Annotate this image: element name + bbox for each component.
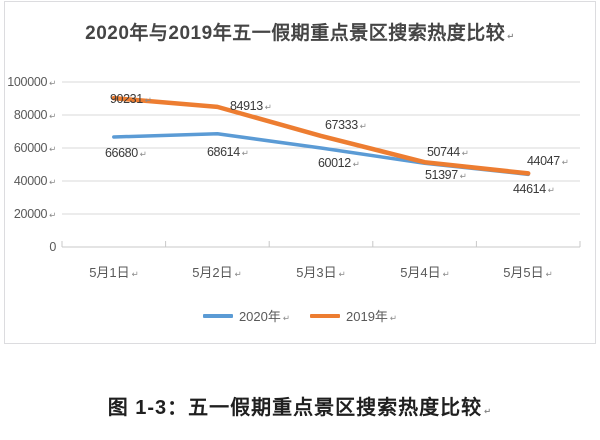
chart-title-text: 2020年与2019年五一假期重点景区搜索热度比较 (85, 23, 506, 44)
chart-title: 2020年与2019年五一假期重点景区搜索热度比较 ↵ (5, 18, 595, 45)
return-mark-icon: ↵ (389, 313, 398, 323)
y-tick-0: 0 (49, 240, 56, 254)
return-mark-icon: ↵ (352, 159, 360, 169)
data-label-2019-may3: 67333 ↵ (325, 118, 367, 132)
x-tick-may5: 5月5日 ↵ (503, 265, 553, 280)
return-mark-icon: ↵ (49, 78, 56, 88)
return-mark-icon: ↵ (484, 406, 493, 416)
data-label-2019-may5: 44614 ↵ (513, 182, 555, 196)
x-tick-may1: 5月1日 ↵ (89, 265, 139, 280)
return-mark-icon: ↵ (561, 157, 569, 167)
return-mark-icon: ↵ (264, 102, 272, 112)
return-mark-icon: ↵ (49, 111, 56, 121)
return-mark-icon: ↵ (49, 210, 56, 220)
return-mark-icon: ↵ (234, 269, 242, 279)
return-mark-icon: ↵ (547, 185, 555, 195)
return-mark-icon: ↵ (282, 313, 290, 323)
return-mark-icon: ↵ (49, 177, 56, 187)
return-mark-icon: ↵ (442, 269, 450, 279)
return-mark-icon: ↵ (507, 31, 515, 41)
y-tick-40000: 40000 ↵ (13, 174, 56, 188)
legend-label-2020: 2020年 ↵ (238, 309, 290, 324)
data-label-2020-may2: 68614 ↵ (207, 145, 249, 159)
x-tick-may3: 5月3日 ↵ (296, 265, 346, 280)
legend: 2020年 ↵ 2019年 ↵ (5, 306, 595, 325)
y-tick-20000: 20000 ↵ (13, 207, 56, 221)
figure-caption: 图 1-3：五一假期重点景区搜索热度比较 ↵ (0, 391, 600, 420)
return-mark-icon: ↵ (545, 269, 553, 279)
legend-label-2019: 2019年 ↵ (346, 309, 398, 324)
figure-caption-text: 图 1-3：五一假期重点景区搜索热度比较 (107, 397, 483, 419)
data-label-2020-may4: 50744 ↵ (427, 145, 469, 159)
return-mark-icon: ↵ (359, 121, 367, 131)
return-mark-icon: ↵ (461, 148, 469, 158)
plot-area (61, 81, 581, 248)
return-mark-icon: ↵ (338, 269, 346, 279)
data-label-2019-may4: 51397 ↵ (425, 168, 467, 182)
chart-object: 2020年与2019年五一假期重点景区搜索热度比较 ↵ 100000 ↵ 80000… (4, 1, 596, 344)
y-tick-80000: 80000 ↵ (13, 108, 56, 122)
data-label-2019-may2: 84913 ↵ (230, 99, 272, 113)
return-mark-icon: ↵ (49, 144, 56, 154)
x-tick-may2: 5月2日 ↵ (192, 265, 242, 280)
return-mark-icon: ↵ (144, 95, 152, 105)
data-label-2019-may1: 90231 ↵ (110, 92, 152, 106)
data-label-2020-may3: 60012 ↵ (318, 156, 360, 170)
y-tick-100000: 100000 ↵ (7, 75, 56, 89)
y-tick-60000: 60000 ↵ (13, 141, 56, 155)
return-mark-icon: ↵ (459, 171, 467, 181)
return-mark-icon: ↵ (139, 149, 147, 159)
data-label-2020-may1: 66680 ↵ (105, 146, 147, 160)
legend-line-2020-icon (202, 313, 233, 318)
data-label-2020-may5: 44047 ↵ (527, 154, 569, 168)
legend-line-2019-icon (310, 313, 340, 318)
legend-item-2019: 2019年 ↵ (310, 306, 397, 325)
legend-item-2020: 2020年 ↵ (202, 306, 290, 325)
x-tick-may4: 5月4日 ↵ (400, 265, 450, 280)
return-mark-icon: ↵ (131, 269, 139, 279)
return-mark-icon: ↵ (241, 148, 249, 158)
